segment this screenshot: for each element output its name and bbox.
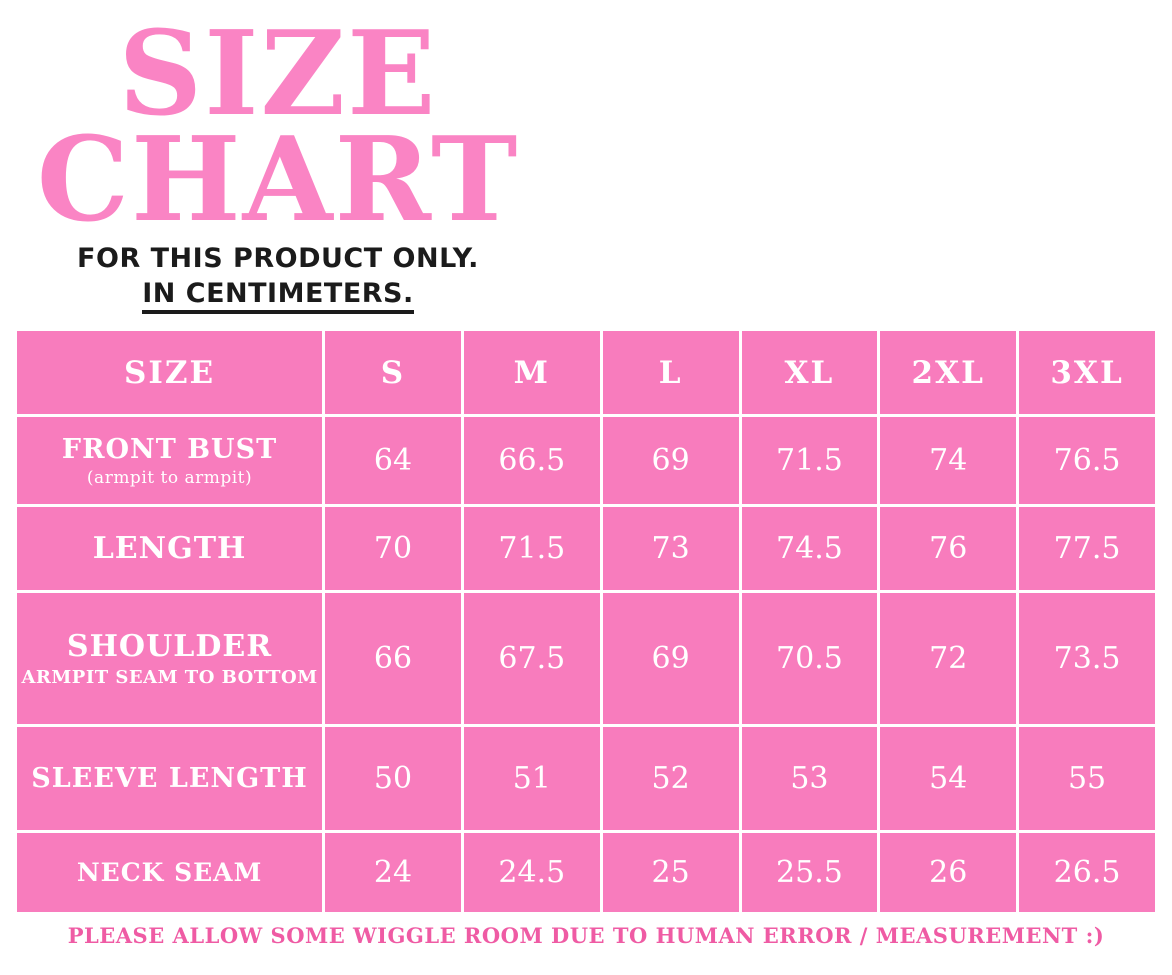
row-label-length: LENGTH bbox=[13, 504, 326, 594]
size-value-cell: 74 bbox=[877, 414, 1020, 508]
table-row-shoulder: SHOULDER ARMPIT SEAM TO BOTTOM 66 67.5 6… bbox=[13, 590, 1158, 728]
page-title: SIZE CHART bbox=[8, 6, 548, 248]
row-sublabel-text: ARMPIT SEAM TO BOTTOM bbox=[21, 667, 318, 689]
row-label-shoulder: SHOULDER ARMPIT SEAM TO BOTTOM bbox=[13, 590, 326, 728]
size-value-cell: 69 bbox=[599, 590, 742, 728]
col-header-l: L bbox=[599, 328, 742, 418]
size-value-cell: 73 bbox=[599, 504, 742, 594]
row-label-text: LENGTH bbox=[92, 531, 247, 567]
size-value-cell: 71.5 bbox=[738, 414, 881, 508]
row-label-text: FRONT BUST bbox=[61, 433, 278, 465]
size-value-cell: 77.5 bbox=[1016, 504, 1158, 594]
page-title-line-2: CHART bbox=[36, 111, 520, 248]
col-header-xl: XL bbox=[738, 328, 881, 418]
size-value-cell: 72 bbox=[877, 590, 1020, 728]
size-value-cell: 26 bbox=[877, 830, 1020, 916]
heading-block: SIZE CHART FOR THIS PRODUCT ONLY. IN CEN… bbox=[8, 6, 548, 315]
size-value-cell: 70.5 bbox=[738, 590, 881, 728]
size-value-cell: 25.5 bbox=[738, 830, 881, 916]
table-row-sleeve-length: SLEEVE LENGTH 50 51 52 53 54 55 bbox=[13, 724, 1158, 834]
row-label-neck-seam: NECK SEAM bbox=[13, 830, 326, 916]
row-label-text: NECK SEAM bbox=[76, 858, 263, 888]
size-value-cell: 74.5 bbox=[738, 504, 881, 594]
size-value-cell: 50 bbox=[322, 724, 464, 834]
size-value-cell: 66 bbox=[322, 590, 464, 728]
row-label-front-bust: FRONT BUST (armpit to armpit) bbox=[13, 414, 326, 508]
col-header-m: M bbox=[460, 328, 603, 418]
size-value-cell: 67.5 bbox=[460, 590, 603, 728]
size-value-cell: 51 bbox=[460, 724, 603, 834]
table-header-row: SIZE S M L XL 2XL 3XL bbox=[13, 328, 1158, 418]
size-value-cell: 69 bbox=[599, 414, 742, 508]
row-sublabel-text: (armpit to armpit) bbox=[86, 467, 253, 488]
table-row-neck-seam: NECK SEAM 24 24.5 25 25.5 26 26.5 bbox=[13, 830, 1158, 916]
page-title-line-1: SIZE bbox=[118, 6, 438, 142]
size-value-cell: 64 bbox=[322, 414, 464, 508]
col-header-3xl: 3XL bbox=[1016, 328, 1158, 418]
size-value-cell: 52 bbox=[599, 724, 742, 834]
footnote: PLEASE ALLOW SOME WIGGLE ROOM DUE TO HUM… bbox=[67, 923, 1105, 949]
size-value-cell: 76 bbox=[877, 504, 1020, 594]
col-header-size: SIZE bbox=[13, 328, 326, 418]
size-value-cell: 55 bbox=[1016, 724, 1158, 834]
size-chart-table: SIZE S M L XL 2XL 3XL FRONT BUST (armpit… bbox=[13, 328, 1158, 916]
col-header-s: S bbox=[322, 328, 464, 418]
row-label-sleeve-length: SLEEVE LENGTH bbox=[13, 724, 326, 834]
col-header-2xl: 2XL bbox=[877, 328, 1020, 418]
size-value-cell: 66.5 bbox=[460, 414, 603, 508]
size-value-cell: 70 bbox=[322, 504, 464, 594]
size-value-cell: 24 bbox=[322, 830, 464, 916]
row-label-text: SLEEVE LENGTH bbox=[31, 763, 308, 795]
size-value-cell: 73.5 bbox=[1016, 590, 1158, 728]
row-label-text: SHOULDER bbox=[66, 629, 273, 665]
size-value-cell: 71.5 bbox=[460, 504, 603, 594]
size-value-cell: 76.5 bbox=[1016, 414, 1158, 508]
table-row-front-bust: FRONT BUST (armpit to armpit) 64 66.5 69… bbox=[13, 414, 1158, 508]
size-value-cell: 26.5 bbox=[1016, 830, 1158, 916]
size-value-cell: 54 bbox=[877, 724, 1020, 834]
table-row-length: LENGTH 70 71.5 73 74.5 76 77.5 bbox=[13, 504, 1158, 594]
size-value-cell: 53 bbox=[738, 724, 881, 834]
subtitle-product-only: FOR THIS PRODUCT ONLY. bbox=[77, 243, 479, 275]
size-value-cell: 24.5 bbox=[460, 830, 603, 916]
subtitle-units: IN CENTIMETERS. bbox=[8, 278, 548, 315]
subtitle-units-text: IN CENTIMETERS. bbox=[142, 278, 414, 315]
size-value-cell: 25 bbox=[599, 830, 742, 916]
